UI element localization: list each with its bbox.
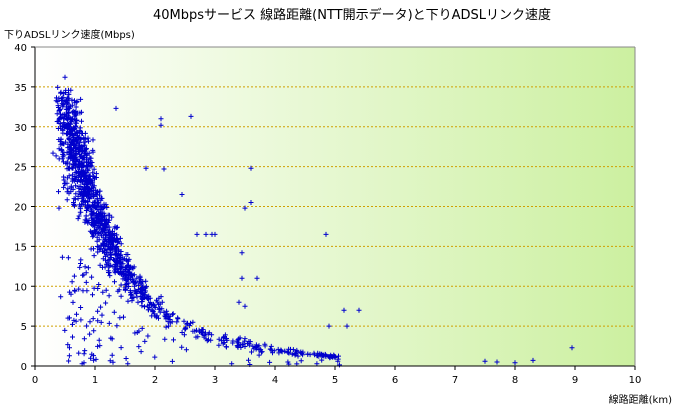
x-tick-label-9: 9 [572,375,578,386]
y-tick-label-0: 0 [21,362,27,373]
y-tick-label-4: 20 [14,203,27,214]
x-tick-label-8: 8 [512,375,518,386]
x-tick-label-4: 4 [272,375,278,386]
chart-title: 40Mbpsサービス 線路距離(NTT開示データ)と下りADSLリンク速度 [153,7,551,23]
x-tick-label-2: 2 [152,375,158,386]
x-tick-label-6: 6 [392,375,398,386]
y-tick-label-6: 30 [14,123,27,134]
x-axis-label: 線路距離(km) [609,393,672,406]
y-tick-label-2: 10 [14,282,27,293]
data-points [50,74,575,368]
y-tick-label-8: 40 [14,43,27,54]
x-tick-label-1: 1 [92,375,98,386]
x-tick-label-3: 3 [212,375,218,386]
scatter-markers [50,74,575,368]
y-tick-label-1: 5 [21,322,27,333]
y-tick-labels: 0 5 10 15 20 25 30 35 40 [14,43,27,373]
x-tick-label-0: 0 [32,375,38,386]
axes [31,46,636,370]
x-tick-label-7: 7 [452,375,458,386]
x-tick-label-5: 5 [332,375,338,386]
y-axis-label: 下りADSLリンク速度(Mbps) [4,28,135,41]
y-tick-label-7: 35 [14,83,27,94]
y-tick-label-3: 15 [14,242,27,253]
y-tick-label-5: 25 [14,163,27,174]
x-tick-labels: 0 1 2 3 4 5 6 7 8 9 10 [32,375,642,386]
x-tick-label-10: 10 [629,375,642,386]
